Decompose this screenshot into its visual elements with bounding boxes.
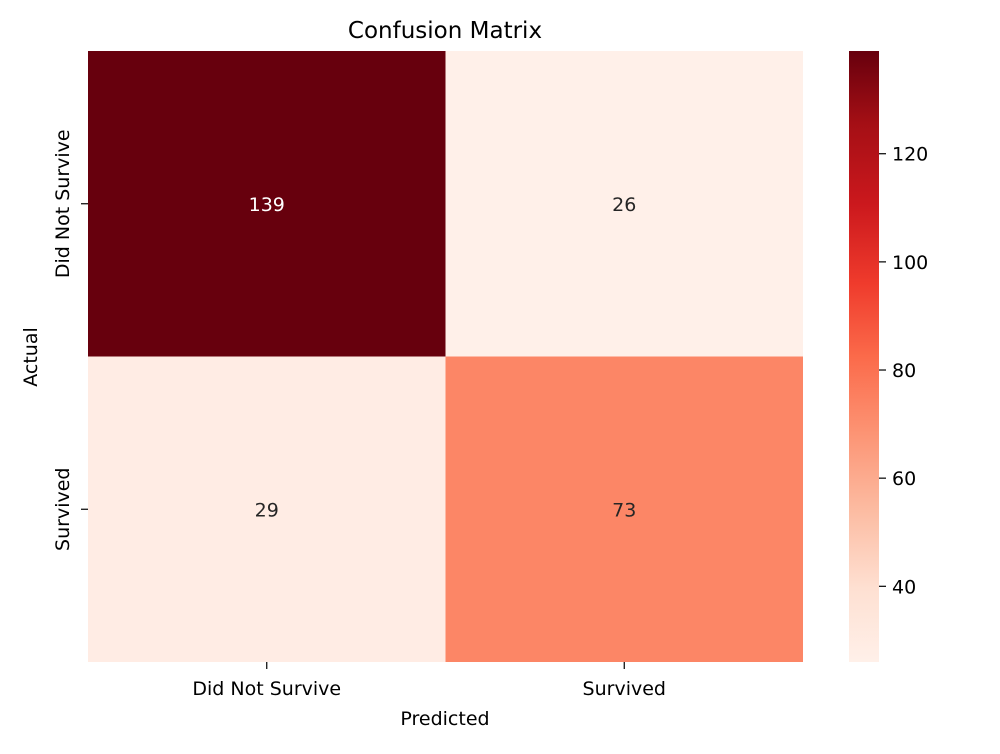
colorbar-tick-label: 40	[892, 576, 916, 598]
colorbar-tick-label: 60	[892, 468, 916, 490]
heatmap-cell	[88, 356, 446, 662]
y-tick-label: Did Not Survive	[52, 129, 74, 278]
cell-value-label: 26	[612, 194, 636, 216]
y-axis-label: Actual	[20, 327, 42, 387]
heatmap-annotations: 139 26 29 73	[249, 194, 637, 522]
colorbar	[849, 51, 879, 662]
heatmap-cell	[88, 51, 446, 357]
colorbar-ticks: 40 60 80 100 120	[879, 144, 928, 598]
colorbar-tick-label: 120	[892, 144, 928, 166]
cell-value-label: 139	[249, 194, 285, 216]
cell-value-label: 73	[612, 499, 636, 521]
cell-value-label: 29	[255, 499, 279, 521]
x-tick-label: Did Not Survive	[192, 678, 341, 700]
colorbar-tick-label: 80	[892, 360, 916, 382]
x-axis-label: Predicted	[400, 708, 489, 730]
chart-title: Confusion Matrix	[348, 18, 542, 44]
y-tick-label: Survived	[52, 468, 74, 551]
x-tick-label: Survived	[583, 678, 666, 700]
x-axis: Did Not Survive Survived	[192, 662, 666, 700]
heatmap-cells	[88, 51, 803, 662]
heatmap-cell	[445, 356, 803, 662]
y-axis: Did Not Survive Survived	[52, 129, 88, 551]
colorbar-tick-label: 100	[892, 252, 928, 274]
heatmap-cell	[445, 51, 803, 357]
